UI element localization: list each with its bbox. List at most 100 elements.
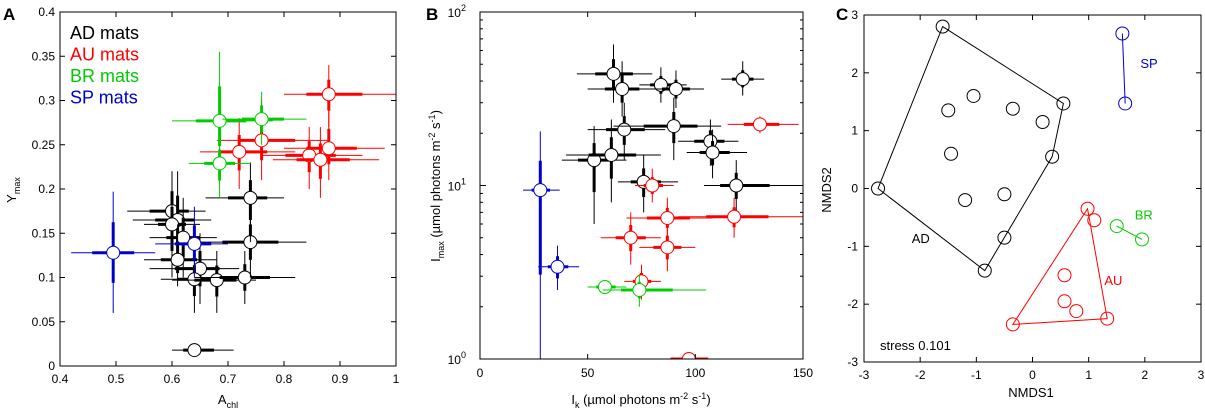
panel-a-ad-point-8-marker <box>209 273 224 288</box>
panel-c-ad-point-10 <box>958 193 973 208</box>
panel-c-au-point-2 <box>1057 268 1072 283</box>
panel-a-ad-point-5-marker <box>170 252 185 267</box>
panel-c-marks: AD AU BR SP <box>871 19 1158 332</box>
panel-a-br-point-2-marker <box>212 156 227 171</box>
panel-b-ylabel: Imax (µmol photons m-2 s-1) <box>427 110 446 262</box>
panel-b-ad-point-8-marker <box>705 145 720 160</box>
panel-c-ytick-label: 0 <box>851 182 858 196</box>
panel-a-xtick-label: 0.9 <box>332 372 349 386</box>
panel-c-ytick-label: 3 <box>851 8 858 22</box>
panel-c-ad-point-8 <box>1035 114 1050 129</box>
panel-b-au-point-0-marker <box>752 117 767 132</box>
panel-c-xlabel: NMDS1 <box>1008 385 1054 400</box>
panel-a-ytick-label: 0.4 <box>38 5 55 19</box>
panel-c-xtick-label: 0 <box>1029 368 1036 382</box>
panel-c-sp-point-1 <box>1118 96 1133 111</box>
panel-a-sp-point-1-marker <box>187 236 202 251</box>
panel-c-group-label-au: AU <box>1104 273 1122 288</box>
panel-c-group-label-sp: SP <box>1140 56 1157 71</box>
panel-b-ad-point-3-marker <box>668 81 683 96</box>
panel-b-au-point-2-marker <box>660 210 675 225</box>
panel-b-sp-point-0-marker <box>533 183 548 198</box>
panel-b-au-point-4-marker <box>623 230 638 245</box>
panel-c-ad-point-4 <box>871 181 886 196</box>
panel-a-ytick-label: 0.35 <box>32 49 56 63</box>
panel-c-ad-point-0 <box>935 19 950 34</box>
panel-b-ytick-label: 101 <box>448 177 466 194</box>
panel-b-ytick-label: 102 <box>448 3 466 20</box>
panel-b-sp-point-1-marker <box>550 259 565 274</box>
panel-a-ad-point-3-marker <box>165 217 179 232</box>
panel-a-ytick-label: 0.3 <box>38 94 55 108</box>
panel-a-xtick-label: 0.7 <box>220 372 237 386</box>
panel-a-legend-entry: BR mats <box>70 66 139 86</box>
panel-c-hull-br <box>1116 225 1143 240</box>
panel-a-xtick-label: 0.8 <box>276 372 293 386</box>
panel-b-ad-point-4-marker <box>735 72 750 87</box>
panel-a-au-point-4-marker <box>321 141 336 156</box>
panel-b-xtick-label: 150 <box>793 366 813 380</box>
panel-c-au-point-3 <box>1057 294 1072 309</box>
panel-c-au-point-4 <box>1069 304 1084 319</box>
panel-c-xtick-label: 2 <box>1141 368 1148 382</box>
panel-a-br-point-0-marker <box>212 113 227 128</box>
panel-c-xtick-label: -3 <box>859 368 870 382</box>
panel-a-xlabel: Achl <box>218 392 238 410</box>
panel-a-ytick-label: 0.1 <box>38 271 55 285</box>
panel-label-b: B <box>426 5 438 24</box>
panel-c-ticks: -3 -2 -1 0 1 2 3 -3 -2 -1 0 1 2 3 <box>847 8 1204 382</box>
panel-b-au-point-3-marker <box>727 209 742 224</box>
panel-a-legend-entry: AU mats <box>70 45 139 65</box>
panel-c-ytick-label: 2 <box>851 66 858 80</box>
panel-a-ad-point-0-marker <box>187 343 202 358</box>
panel-a-au-point-0-marker <box>321 87 336 102</box>
panel-c-au-point-1 <box>1087 213 1102 228</box>
panel-b-chart: 0 50 100 150 100 101 102 Ik (µmol photons m-2 … <box>427 3 813 410</box>
panel-b-ad-point-1-marker <box>615 81 630 96</box>
panel-c-group-label-ad: AD <box>912 231 930 246</box>
panel-b-xtick-label: 0 <box>477 366 484 380</box>
panel-c-br-point-1 <box>1135 232 1150 247</box>
panel-a-sp-point-0-marker <box>106 245 121 260</box>
panel-b-xlabel: Ik (µmol photons m-2 s-1) <box>571 391 710 410</box>
panel-b-ticks: 0 50 100 150 100 101 102 <box>448 3 814 380</box>
panel-b-xtick-label: 100 <box>685 366 705 380</box>
panel-a-ylabel: Ymax <box>4 177 22 203</box>
panel-c-au-point-5 <box>1100 311 1115 326</box>
panel-c-ylabel: NMDS2 <box>819 167 834 213</box>
panel-label-a: A <box>3 5 15 24</box>
panel-a-ytick-label: 0.25 <box>32 138 56 152</box>
panel-c-ad-point-3 <box>977 263 992 278</box>
panel-c-au-point-0 <box>1080 201 1095 216</box>
panel-a-ytick-label: 0 <box>48 359 55 373</box>
panel-c-ytick-label: 1 <box>851 124 858 138</box>
panel-c-br-point-0 <box>1109 219 1124 234</box>
panel-b-ad-point-5-marker <box>617 122 632 137</box>
panel-b-clipped-marks <box>523 44 803 359</box>
panel-b-ytick-label: 100 <box>448 350 466 367</box>
panel-c-au-point-6 <box>1005 317 1020 332</box>
panel-a-ytick-label: 0.2 <box>38 182 55 196</box>
panel-a-ad-point-9-marker <box>237 270 252 285</box>
panel-b-xtick-label: 50 <box>581 366 595 380</box>
panel-c-group-label-br: BR <box>1135 208 1153 223</box>
panel-a-ad-point-11-marker <box>243 190 258 205</box>
panel-c-ad-point-1 <box>1056 96 1071 111</box>
panel-c-xtick-label: 1 <box>1085 368 1092 382</box>
panel-b-au-point-5-marker <box>660 240 675 255</box>
panel-c-ad-point-7 <box>1005 101 1020 116</box>
panel-c-ad-point-5 <box>941 103 956 118</box>
panel-a-xtick-label: 0.6 <box>164 372 181 386</box>
panel-a-chart: 0.4 0.5 0.6 0.7 0.8 0.9 1 0 0.05 0.1 0.15 0.2 0.25 0.… <box>4 5 400 410</box>
panel-c-ad-point-9 <box>944 146 959 161</box>
panel-c-ad-point-2 <box>1045 149 1060 164</box>
panel-b-au-point-7-marker <box>681 352 696 359</box>
panel-a-ytick-label: 0.15 <box>32 226 56 240</box>
panel-a-ticks: 0.4 0.5 0.6 0.7 0.8 0.9 1 0 0.05 0.1 0.15 0.2 0.25 0.… <box>32 5 400 386</box>
panel-b-marks <box>523 44 803 359</box>
panel-a-xtick-label: 0.5 <box>108 372 125 386</box>
panel-c-xtick-label: -1 <box>971 368 982 382</box>
panel-c-ad-point-11 <box>997 187 1012 202</box>
panel-a-legend-entry: AD mats <box>70 23 139 43</box>
